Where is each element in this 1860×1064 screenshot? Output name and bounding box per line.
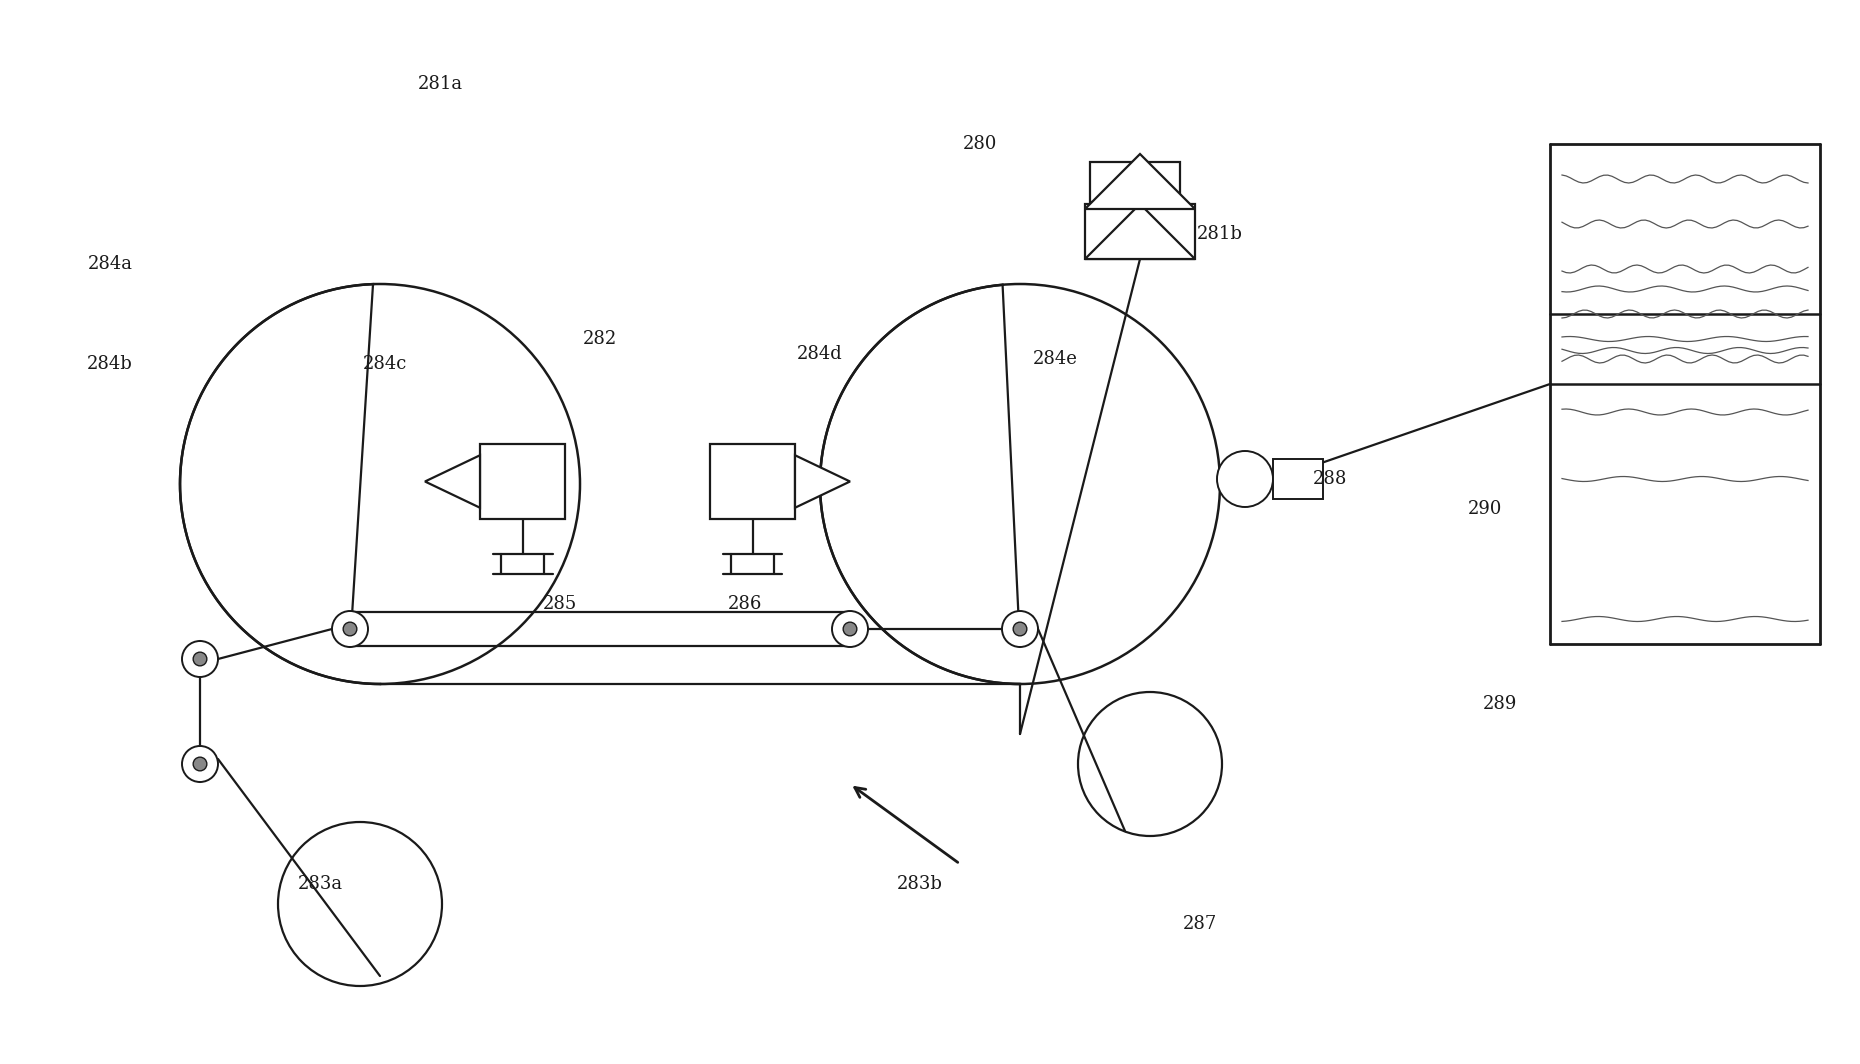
Circle shape [342,622,357,636]
Polygon shape [794,455,850,508]
Circle shape [1079,692,1222,836]
Bar [711,444,794,519]
Text: 283b: 283b [897,875,943,893]
Text: 288: 288 [1313,470,1347,488]
Circle shape [193,652,206,666]
Text: 287: 287 [1183,915,1216,933]
Circle shape [277,822,443,986]
Circle shape [1003,611,1038,647]
Circle shape [831,611,869,647]
Circle shape [843,622,857,636]
Text: 284e: 284e [1032,350,1077,368]
Circle shape [1014,622,1027,636]
Circle shape [193,758,206,770]
Circle shape [820,284,1220,684]
Text: 284a: 284a [87,255,132,273]
Bar [1084,204,1194,259]
Text: 284c: 284c [363,355,407,373]
Bar [480,444,565,519]
Circle shape [1216,451,1272,508]
Text: 283a: 283a [298,875,342,893]
Text: 284b: 284b [87,355,132,373]
Polygon shape [1084,204,1194,259]
Text: 285: 285 [543,595,577,613]
Text: 289: 289 [1482,695,1518,713]
Text: 281b: 281b [1198,225,1242,243]
Text: 280: 280 [963,135,997,153]
Text: 282: 282 [582,330,618,348]
Circle shape [182,746,218,782]
Bar [1090,162,1179,202]
Circle shape [182,641,218,677]
Text: 281a: 281a [417,74,463,93]
Text: 284d: 284d [798,345,843,363]
Circle shape [331,611,368,647]
Polygon shape [1084,154,1194,209]
Bar [1272,459,1322,499]
Text: 286: 286 [727,595,763,613]
Circle shape [180,284,580,684]
Polygon shape [424,455,480,508]
Text: 290: 290 [1468,500,1503,518]
